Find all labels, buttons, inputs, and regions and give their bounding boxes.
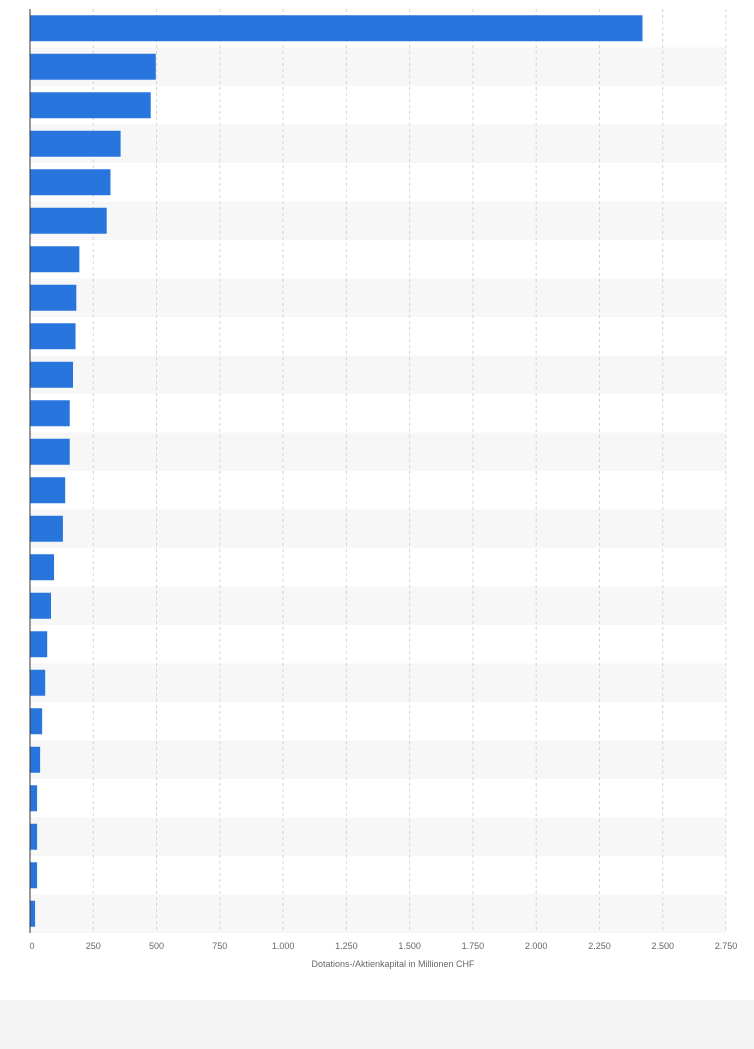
row-band: [30, 817, 726, 856]
bar-chart: 0 250 500 750 1.000 1.250 1.500 1.750 2.000 2.250…: [29, 9, 737, 969]
bar: [30, 862, 38, 889]
bar: [30, 323, 76, 350]
x-tick-label: 500: [149, 941, 164, 951]
bar: [30, 708, 43, 735]
row-band: [30, 394, 726, 433]
row-band: [30, 509, 726, 548]
x-tick-label: 0: [29, 941, 34, 951]
bar: [30, 515, 63, 542]
x-tick-label: 750: [212, 941, 227, 951]
row-band: [30, 548, 726, 587]
row-band: [30, 740, 726, 779]
bar: [30, 246, 80, 273]
row-band: [30, 702, 726, 741]
gridlines: [92, 9, 727, 933]
row-band: [30, 201, 726, 240]
bar: [30, 669, 46, 696]
row-band: [30, 471, 726, 510]
row-band: [30, 355, 726, 394]
x-tick-label: 1.250: [335, 941, 358, 951]
bar: [30, 169, 111, 196]
row-band: [30, 856, 726, 895]
x-tick-label: 2.750: [715, 941, 738, 951]
bar: [30, 631, 48, 658]
bar: [30, 477, 66, 504]
bar: [30, 207, 107, 234]
row-band: [30, 278, 726, 317]
bar: [30, 900, 36, 927]
x-tick-label: 2.250: [588, 941, 611, 951]
bar: [30, 554, 55, 581]
bar: [30, 823, 38, 850]
bar: [30, 361, 74, 388]
row-band: [30, 586, 726, 625]
x-tick-label: 2.000: [525, 941, 548, 951]
row-band: [30, 779, 726, 818]
bar: [30, 746, 41, 773]
x-axis-title: Dotations-/Aktienkapital in Millionen CH…: [311, 959, 475, 969]
x-tick-label: 250: [86, 941, 101, 951]
x-tick-labels: 0 250 500 750 1.000 1.250 1.500 1.750 2.000 2.250…: [29, 941, 737, 951]
row-band: [30, 240, 726, 279]
bar: [30, 53, 156, 80]
bar: [30, 438, 70, 465]
chart-panel: 0 250 500 750 1.000 1.250 1.500 1.750 2.000 2.250…: [0, 0, 754, 1000]
row-bands: [30, 9, 726, 933]
x-tick-label: 1.750: [462, 941, 485, 951]
bar: [30, 130, 121, 157]
row-band: [30, 625, 726, 664]
x-tick-label: 1.500: [398, 941, 421, 951]
bar: [30, 785, 38, 812]
x-tick-label: 1.000: [272, 941, 295, 951]
row-band: [30, 894, 726, 933]
row-band: [30, 663, 726, 702]
bar: [30, 592, 52, 619]
row-band: [30, 163, 726, 202]
row-band: [30, 124, 726, 163]
bar: [30, 284, 77, 311]
bar: [30, 400, 70, 427]
bar: [30, 92, 151, 119]
row-band: [30, 432, 726, 471]
bar: [30, 15, 643, 42]
x-tick-label: 2.500: [651, 941, 674, 951]
bars: [30, 15, 643, 927]
row-band: [30, 317, 726, 356]
